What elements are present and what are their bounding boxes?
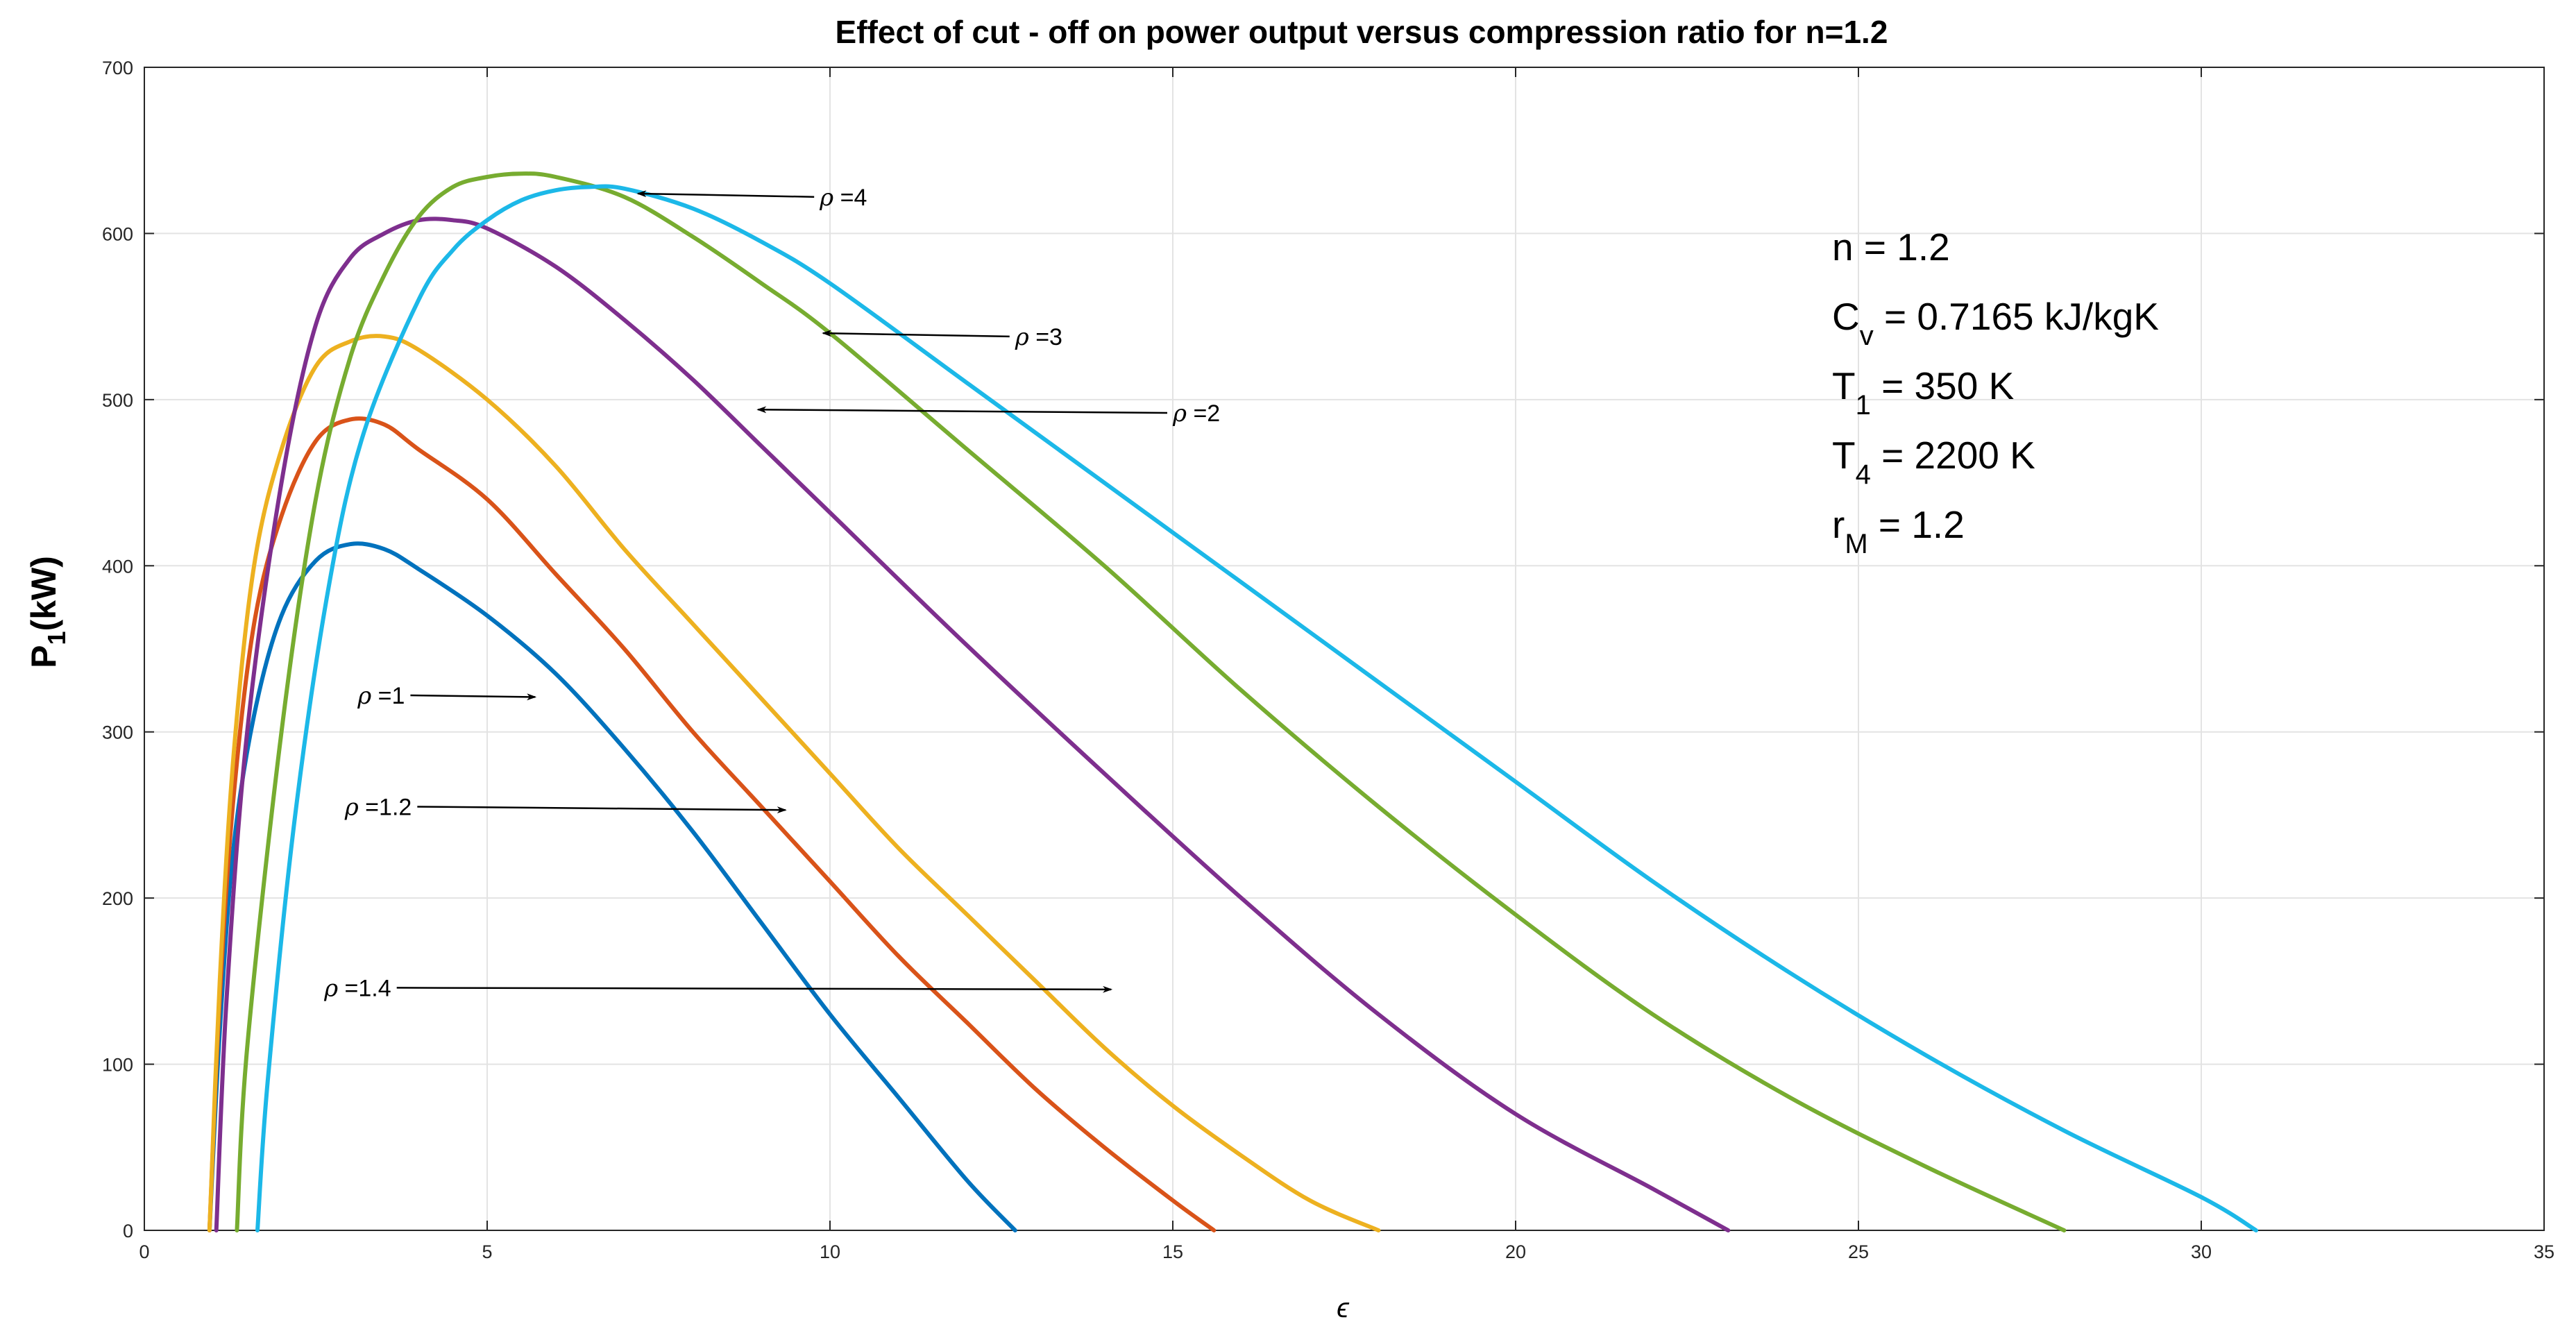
annotation-4: ρ =1 <box>357 682 537 710</box>
parameter-line-1: n = 1.2 <box>1832 226 1950 269</box>
y-tick-label: 400 <box>102 556 133 577</box>
x-tick-label: 20 <box>1505 1241 1526 1262</box>
annotation-1: ρ =4 <box>636 184 867 212</box>
y-tick-label: 200 <box>102 888 133 909</box>
annotation-arrow <box>636 190 815 198</box>
series-line-3 <box>207 334 1381 1232</box>
annotation-label: ρ =1.2 <box>344 793 412 821</box>
parameter-box: n = 1.2 Cv = 0.7165 kJ/kgK T1 = 350 K T4 = … <box>1832 226 2159 559</box>
grid <box>144 67 2544 1230</box>
y-axis-label-subscript: 1 <box>42 631 71 645</box>
annotation-arrow <box>417 806 787 814</box>
x-tick-label: 5 <box>482 1241 492 1262</box>
parameter-line-2: Cv = 0.7165 kJ/kgK <box>1832 295 2159 351</box>
series-line-6 <box>255 184 2258 1232</box>
y-axis-label-unit: (kW) <box>24 556 63 631</box>
x-axis-label: ϵ <box>1337 1293 1350 1323</box>
y-tick-label: 100 <box>102 1055 133 1076</box>
y-axis-label: P1(kW) <box>24 556 71 668</box>
parameter-line-3: T1 = 350 K <box>1832 364 2015 421</box>
plot-area <box>144 67 2545 1231</box>
annotation-label: ρ =3 <box>1015 323 1062 351</box>
annotation-label: ρ =1.4 <box>323 974 391 1002</box>
series-line-1 <box>207 541 1017 1232</box>
annotations: ρ =4 ρ =3 ρ =2 ρ =1 ρ =1.2 ρ =1.4 <box>323 184 1220 1003</box>
annotation-arrow <box>756 406 1168 414</box>
annotation-3: ρ =2 <box>756 400 1220 427</box>
y-tick-label: 0 <box>123 1221 133 1241</box>
annotation-2: ρ =3 <box>822 323 1062 351</box>
x-tick-label: 15 <box>1162 1241 1183 1262</box>
series-line-5 <box>235 171 2067 1232</box>
svg-text:P1(kW): P1(kW) <box>24 556 71 668</box>
chart-title: Effect of cut - off on power output vers… <box>836 14 1888 50</box>
annotation-arrow <box>410 693 537 701</box>
y-tick-label: 500 <box>102 390 133 411</box>
annotation-6: ρ =1.4 <box>323 974 1113 1002</box>
y-tick-label: 300 <box>102 722 133 743</box>
annotation-5: ρ =1.2 <box>344 793 787 821</box>
y-tick-label: 600 <box>102 223 133 244</box>
annotation-label: ρ =1 <box>357 682 405 710</box>
x-tick-label: 35 <box>2534 1241 2554 1262</box>
series-lines <box>207 171 2258 1232</box>
series-line-4 <box>214 217 1731 1232</box>
x-tick-label: 25 <box>1848 1241 1869 1262</box>
series-line-2 <box>207 416 1217 1232</box>
annotation-label: ρ =4 <box>819 184 867 212</box>
y-tick-label: 700 <box>102 58 133 78</box>
annotation-arrow <box>396 985 1113 993</box>
parameter-line-4: T4 = 2200 K <box>1832 434 2035 490</box>
x-tick-label: 0 <box>139 1241 149 1262</box>
annotation-arrow <box>822 330 1010 338</box>
axis-ticks: 0 5 10 15 20 25 30 35 0 100 200 300 400 500 600 700 <box>102 58 2554 1262</box>
parameter-line-5: rM = 1.2 <box>1832 503 1965 559</box>
x-tick-label: 10 <box>820 1241 840 1262</box>
x-tick-label: 30 <box>2191 1241 2212 1262</box>
y-axis-label-main: P <box>24 645 63 668</box>
annotation-label: ρ =2 <box>1172 400 1220 427</box>
